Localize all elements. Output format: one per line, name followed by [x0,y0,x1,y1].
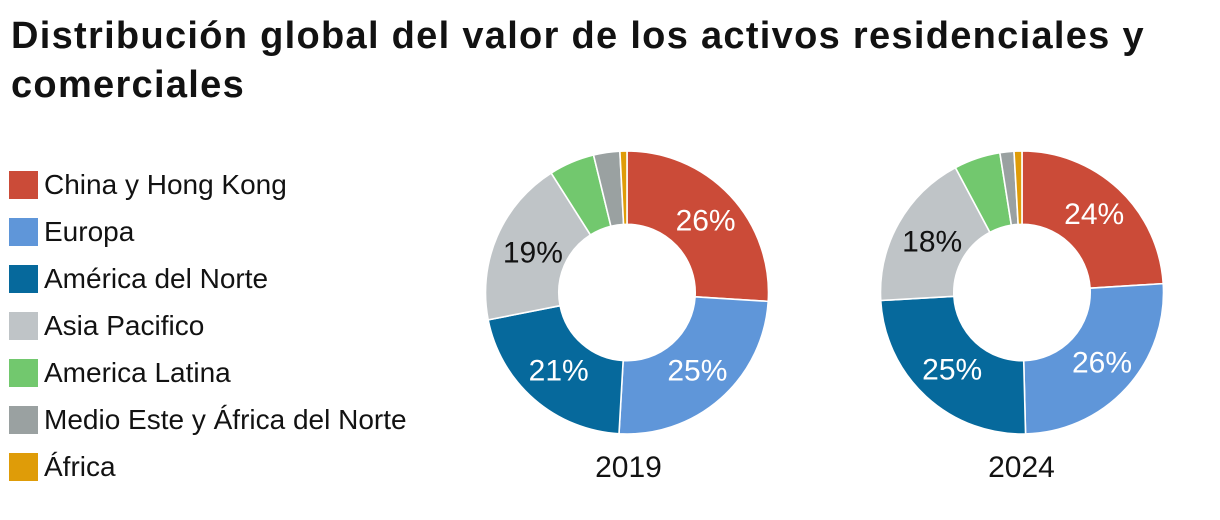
svg-text:25%: 25% [922,354,982,387]
svg-text:26%: 26% [1072,346,1132,379]
svg-text:21%: 21% [529,355,589,388]
svg-text:24%: 24% [1064,198,1124,231]
svg-text:18%: 18% [902,226,962,259]
svg-text:26%: 26% [676,204,736,237]
svg-text:2019: 2019 [595,451,662,484]
svg-text:19%: 19% [503,236,563,269]
svg-text:2024: 2024 [988,451,1055,484]
svg-text:25%: 25% [667,355,727,388]
